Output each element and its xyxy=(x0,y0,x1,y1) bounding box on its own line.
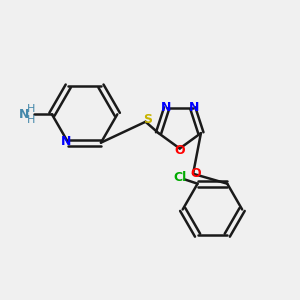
Text: H: H xyxy=(27,115,35,125)
Text: N: N xyxy=(61,135,71,148)
Text: O: O xyxy=(191,167,201,180)
Text: N: N xyxy=(160,101,171,114)
Text: N: N xyxy=(19,108,29,121)
Text: S: S xyxy=(143,113,152,126)
Text: N: N xyxy=(188,101,199,114)
Text: O: O xyxy=(174,143,185,157)
Text: H: H xyxy=(27,104,35,114)
Text: Cl: Cl xyxy=(173,171,186,184)
